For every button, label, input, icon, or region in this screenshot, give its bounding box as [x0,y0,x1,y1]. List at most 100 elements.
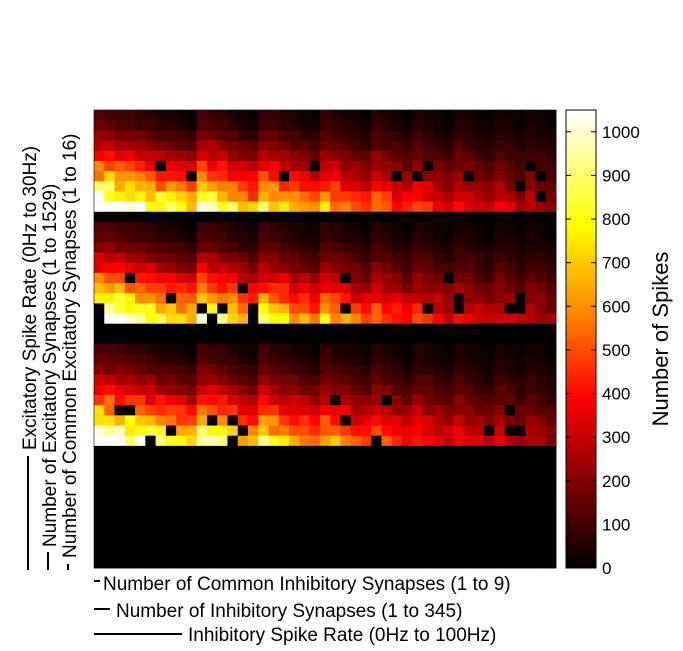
heatmap-cell [165,476,177,487]
heatmap-cell [360,517,372,528]
heatmap-cell [135,150,146,162]
heatmap-cell [135,445,146,457]
heatmap-cell [268,435,280,447]
heatmap-cell [525,303,536,314]
heatmap-cell [360,466,372,477]
heatmap-cell [484,181,495,192]
heatmap-cell [391,303,403,314]
heatmap-cell [453,537,464,549]
heatmap-cell [504,130,516,141]
heatmap-cell [350,425,362,437]
heatmap-cell [422,191,434,202]
heatmap-cell [248,445,259,457]
heatmap-cell [473,293,485,304]
heatmap-cell [196,384,208,396]
heatmap-cell [391,496,403,508]
heatmap-cell [525,496,536,508]
heatmap-cell [453,486,464,498]
heatmap-cell [217,547,228,559]
heatmap-cell [535,313,547,325]
heatmap-cell [114,140,126,152]
heatmap-cell [114,181,126,192]
heatmap-cell [135,232,146,243]
heatmap-cell [145,303,156,314]
heatmap-cell [504,201,516,213]
heatmap-cell [165,384,177,396]
heatmap-cell [402,221,413,233]
heatmap-cell [473,140,485,152]
heatmap-cell [412,171,423,182]
heatmap-cell [340,160,352,172]
heatmap-cell [237,181,249,192]
heatmap-cell [514,323,526,335]
heatmap-cell [237,242,249,253]
heatmap-cell [463,181,475,192]
heatmap-cell [309,445,321,457]
heatmap-cell [484,323,495,335]
heatmap-cell [165,506,177,518]
heatmap-cell [514,374,526,386]
heatmap-cell [402,405,413,416]
heatmap-cell [124,384,136,396]
heatmap-cell [206,313,218,325]
heatmap-cell [104,232,115,243]
heatmap-cell [104,354,115,365]
heatmap-cell [114,415,126,426]
heatmap-cell [176,293,187,304]
heatmap-cell [289,374,300,386]
heatmap-cell [258,445,269,457]
heatmap-cell [463,160,475,172]
heatmap-cell [494,303,506,314]
heatmap-cell [196,537,208,549]
heatmap-cell [217,364,228,376]
heatmap-cell [494,120,506,131]
heatmap-cell [514,486,526,498]
heatmap-cell [155,252,167,264]
heatmap-cell [135,496,146,508]
heatmap-cell [299,476,310,487]
heatmap-cell [289,313,300,325]
heatmap-cell [124,537,136,549]
heatmap-cell [278,323,290,335]
heatmap-cell [484,415,495,426]
heatmap-cell [402,201,413,213]
heatmap-cell [371,293,382,304]
heatmap-cell [124,201,136,213]
heatmap-cell [114,242,126,253]
heatmap-cell [248,456,259,467]
heatmap-cell [412,354,423,365]
heatmap-cell [155,201,167,213]
heatmap-cell [145,201,156,213]
heatmap-cell [114,354,126,365]
heatmap-cell [432,547,444,559]
heatmap-cell [145,160,156,172]
heatmap-cell [227,272,239,284]
heatmap-cell [350,435,362,447]
heatmap-cell [94,506,105,518]
heatmap-cell [463,537,475,549]
heatmap-cell [360,374,372,386]
heatmap-cell [206,242,218,253]
heatmap-cell [340,374,352,386]
heatmap-cell [443,221,454,233]
heatmap-cell [330,506,341,518]
heatmap-cell [309,181,321,192]
heatmap-cell [217,120,228,131]
heatmap-cell [319,181,331,192]
heatmap-cell [514,120,526,131]
heatmap-cell [360,130,372,141]
heatmap-cell [340,333,352,345]
heatmap-cell [206,181,218,192]
heatmap-cell [186,181,198,192]
heatmap-cell [289,191,300,202]
heatmap-cell [422,283,434,294]
heatmap-cell [463,283,475,294]
heatmap-cell [453,283,464,294]
heatmap-cell [217,160,228,172]
heatmap-cell [155,130,167,141]
heatmap-cell [453,272,464,284]
heatmap-cell [278,333,290,345]
heatmap-cell [186,344,198,355]
heatmap-cell [422,221,434,233]
heatmap-cell [494,181,506,192]
